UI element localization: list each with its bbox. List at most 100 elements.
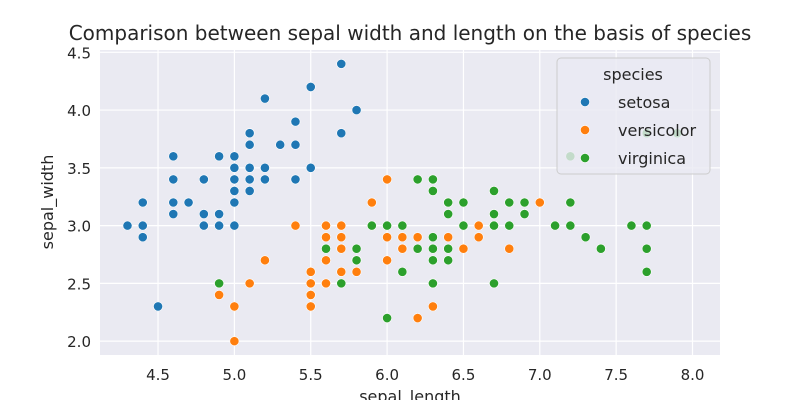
data-point-versicolor xyxy=(366,197,377,208)
data-point-setosa xyxy=(183,197,194,208)
data-point-virginica xyxy=(458,220,469,231)
legend: species setosa versicolor virginica xyxy=(556,57,711,175)
data-point-setosa xyxy=(168,209,179,219)
data-point-virginica xyxy=(443,197,454,208)
data-point-setosa xyxy=(214,220,225,231)
data-point-setosa xyxy=(244,128,255,139)
x-tick-label: 7.5 xyxy=(604,366,628,384)
data-point-setosa xyxy=(229,162,240,173)
data-point-versicolor xyxy=(336,232,347,243)
data-point-virginica xyxy=(489,278,499,289)
data-point-virginica xyxy=(595,243,606,254)
data-point-setosa xyxy=(168,197,179,208)
data-point-virginica xyxy=(382,220,392,231)
data-point-virginica xyxy=(489,186,499,196)
data-point-virginica xyxy=(428,278,438,289)
data-point-setosa xyxy=(290,174,301,185)
legend-label-virginica: virginica xyxy=(618,149,686,168)
y-tick-label: 2.5 xyxy=(67,275,91,293)
data-point-setosa xyxy=(168,151,179,162)
data-point-virginica xyxy=(641,266,652,277)
data-point-setosa xyxy=(244,162,255,173)
data-point-setosa xyxy=(229,197,240,208)
data-point-setosa xyxy=(260,93,270,104)
x-tick-label: 8.0 xyxy=(681,366,705,384)
data-point-versicolor xyxy=(382,255,392,266)
legend-marker-setosa xyxy=(580,97,590,107)
y-tick-label: 3.5 xyxy=(67,160,91,178)
data-point-setosa xyxy=(244,139,255,150)
data-point-virginica xyxy=(443,209,454,219)
data-point-virginica xyxy=(351,243,362,254)
data-point-virginica xyxy=(489,209,499,219)
data-point-setosa xyxy=(351,105,362,115)
x-tick-label: 5.5 xyxy=(299,366,323,384)
data-point-versicolor xyxy=(412,313,423,323)
data-point-versicolor xyxy=(336,266,347,277)
data-point-versicolor xyxy=(382,174,392,185)
data-point-setosa xyxy=(260,162,270,173)
legend-marker-virginica xyxy=(580,153,590,163)
y-tick-label: 4.5 xyxy=(67,44,91,62)
data-point-versicolor xyxy=(321,220,331,231)
y-axis-label: sepal_width xyxy=(38,155,58,250)
data-point-virginica xyxy=(641,243,652,254)
data-point-setosa xyxy=(229,174,240,185)
data-point-versicolor xyxy=(443,232,454,243)
data-point-setosa xyxy=(290,116,301,127)
data-point-virginica xyxy=(580,232,591,243)
data-point-virginica xyxy=(351,255,362,266)
data-point-setosa xyxy=(229,186,240,196)
data-point-versicolor xyxy=(305,290,316,300)
data-point-setosa xyxy=(290,139,301,150)
data-point-virginica xyxy=(428,243,438,254)
data-point-virginica xyxy=(397,220,408,231)
data-point-setosa xyxy=(336,128,347,139)
data-point-virginica xyxy=(641,220,652,231)
data-point-virginica xyxy=(443,255,454,266)
chart-title: Comparison between sepal width and lengt… xyxy=(69,21,752,45)
data-point-setosa xyxy=(137,232,148,243)
data-point-virginica xyxy=(428,186,438,196)
x-tick-labels: 4.5 5.0 5.5 6.0 6.5 7.0 7.5 8.0 xyxy=(146,366,704,384)
data-point-setosa xyxy=(229,220,240,231)
data-point-versicolor xyxy=(382,232,392,243)
legend-label-versicolor: versicolor xyxy=(618,121,696,140)
data-point-virginica xyxy=(489,220,499,231)
data-point-virginica xyxy=(519,209,530,219)
data-point-virginica xyxy=(428,255,438,266)
data-point-setosa xyxy=(260,174,270,185)
data-point-virginica xyxy=(458,197,469,208)
data-point-setosa xyxy=(244,186,255,196)
data-point-versicolor xyxy=(458,243,469,254)
data-point-setosa xyxy=(229,151,240,162)
data-point-virginica xyxy=(626,220,637,231)
data-point-setosa xyxy=(153,301,163,312)
data-point-virginica xyxy=(565,197,576,208)
data-point-virginica xyxy=(565,220,576,231)
data-point-setosa xyxy=(244,174,255,185)
data-point-versicolor xyxy=(534,197,545,208)
data-point-versicolor xyxy=(336,243,347,254)
data-point-versicolor xyxy=(504,243,515,254)
data-point-virginica xyxy=(397,266,408,277)
data-point-versicolor xyxy=(305,266,316,277)
data-point-versicolor xyxy=(305,301,316,312)
data-point-versicolor xyxy=(351,266,362,277)
legend-marker-versicolor xyxy=(580,125,590,135)
data-points xyxy=(122,58,683,347)
x-tick-label: 6.0 xyxy=(375,366,399,384)
data-point-setosa xyxy=(275,139,286,150)
data-point-versicolor xyxy=(428,301,438,312)
legend-box xyxy=(556,57,711,175)
data-point-setosa xyxy=(214,151,225,162)
data-point-virginica xyxy=(412,243,423,254)
data-point-virginica xyxy=(366,220,377,231)
y-tick-labels: 2.0 2.5 3.0 3.5 4.0 4.5 xyxy=(67,44,91,351)
data-point-versicolor xyxy=(412,232,423,243)
data-point-virginica xyxy=(519,197,530,208)
y-tick-label: 4.0 xyxy=(67,102,91,120)
data-point-virginica xyxy=(321,243,331,254)
data-point-setosa xyxy=(137,197,148,208)
